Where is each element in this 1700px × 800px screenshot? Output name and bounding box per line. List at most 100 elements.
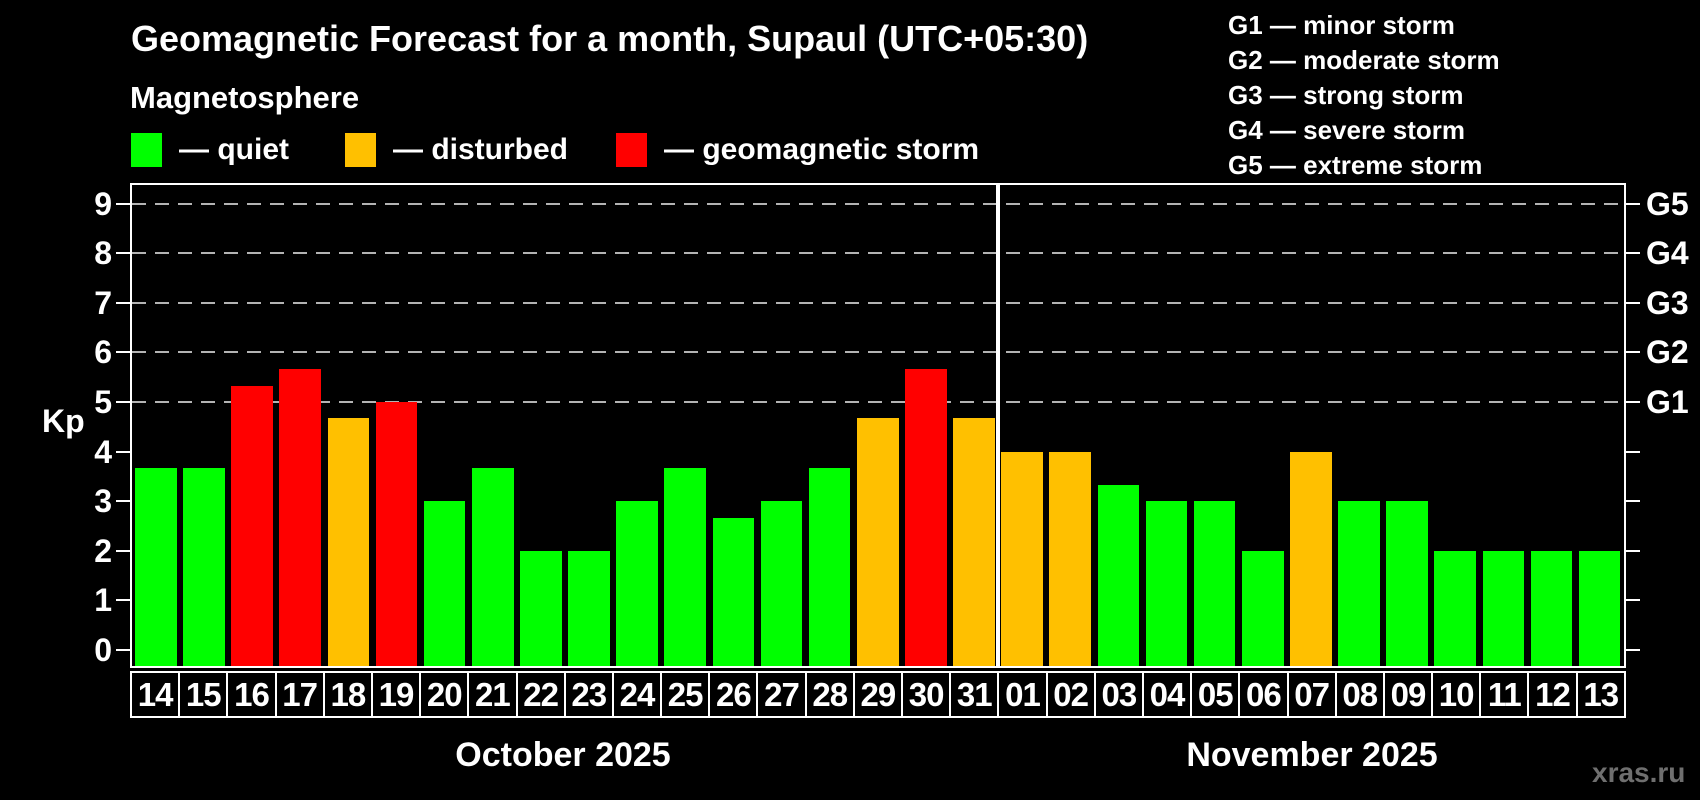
y-tick-9 xyxy=(116,202,130,205)
legend-label-disturbed: — disturbed xyxy=(393,133,569,166)
plot-area xyxy=(130,183,1626,668)
kp-bar-november-04 xyxy=(1145,501,1188,666)
day-label-october-21: 21 xyxy=(467,673,515,716)
gridline-kp5 xyxy=(132,401,1624,403)
kp-bar-november-09 xyxy=(1386,501,1428,666)
right-tick-2 xyxy=(1626,549,1640,552)
day-label-october-17: 17 xyxy=(274,673,323,716)
x-axis-day-labels: 14 15 16 17 18 19 20 21 22 23 24 25 26 27 28 29 30 31 01 02… xyxy=(130,671,1626,718)
right-tick-3 xyxy=(1626,500,1640,503)
y-tick-label-0: 0 xyxy=(94,632,112,668)
y-tick-2 xyxy=(116,549,130,552)
chart-subtitle: Magnetosphere xyxy=(130,80,360,115)
day-label-october-15: 15 xyxy=(178,673,226,716)
legend-item-quiet: — quiet xyxy=(131,130,289,170)
y-tick-label-1: 1 xyxy=(94,582,112,619)
kp-bar-october-30 xyxy=(905,368,947,666)
day-label-october-28: 28 xyxy=(804,673,853,716)
day-label-november-10: 10 xyxy=(1431,673,1479,716)
day-label-october-16: 16 xyxy=(226,673,274,716)
kp-bar-november-06 xyxy=(1241,550,1284,666)
day-label-october-22: 22 xyxy=(515,673,564,716)
right-tick-9 xyxy=(1626,202,1640,205)
kp-bar-november-08 xyxy=(1338,501,1380,666)
kp-bar-november-07 xyxy=(1290,451,1332,666)
disturbed-color-swatch xyxy=(345,133,376,167)
gridline-kp8 xyxy=(132,252,1624,255)
kp-bar-november-05 xyxy=(1193,501,1236,666)
kp-bar-november-12 xyxy=(1530,550,1573,666)
y-tick-5 xyxy=(116,401,130,403)
chart-title: Geomagnetic Forecast for a month, Supaul… xyxy=(131,18,1089,59)
day-label-november-13: 13 xyxy=(1575,673,1624,716)
kp-bar-october-25 xyxy=(664,467,707,666)
kp-bar-october-21 xyxy=(471,467,514,666)
right-axis-label-g2: G2 xyxy=(1646,334,1689,371)
kp-bar-october-29 xyxy=(856,418,899,666)
kp-bar-november-02 xyxy=(1049,451,1092,666)
y-tick-7 xyxy=(116,301,130,304)
kp-bar-october-16 xyxy=(231,385,273,666)
kp-bar-october-17 xyxy=(279,368,321,666)
storm-color-swatch xyxy=(616,133,647,167)
y-tick-label-4: 4 xyxy=(94,433,112,470)
day-label-november-08: 08 xyxy=(1334,673,1383,716)
day-label-november-02: 02 xyxy=(1045,673,1094,716)
kp-bar-october-19 xyxy=(375,402,418,666)
day-label-october-24: 24 xyxy=(611,673,660,716)
right-tick-0 xyxy=(1626,649,1640,651)
right-tick-6 xyxy=(1626,351,1640,354)
g2-legend-line: G2 — moderate storm xyxy=(1228,45,1500,75)
day-label-november-01: 01 xyxy=(997,673,1045,716)
kp-bar-october-15 xyxy=(183,467,225,666)
kp-bar-november-01 xyxy=(1001,451,1043,666)
watermark: xras.ru xyxy=(1592,757,1686,788)
legend-label-storm: — geomagnetic storm xyxy=(664,133,980,166)
month-separator-line xyxy=(996,185,1001,666)
g1-legend-line: G1 — minor storm xyxy=(1228,10,1455,40)
y-tick-label-7: 7 xyxy=(94,284,112,321)
right-axis-label-g3: G3 xyxy=(1646,284,1689,321)
kp-bar-november-11 xyxy=(1482,550,1525,666)
y-tick-8 xyxy=(116,252,130,255)
month-label-october: October 2025 xyxy=(455,736,671,774)
day-label-october-19: 19 xyxy=(370,673,419,716)
kp-bar-november-03 xyxy=(1097,484,1140,666)
legend-label-quiet: — quiet xyxy=(179,133,289,166)
legend-item-storm: — geomagnetic storm xyxy=(616,130,979,170)
day-label-october-23: 23 xyxy=(563,673,612,716)
y-tick-4 xyxy=(116,450,130,453)
plot-inner xyxy=(132,185,1624,666)
y-axis-label: Kp xyxy=(42,403,85,439)
day-label-october-14: 14 xyxy=(137,675,174,713)
kp-bar-november-10 xyxy=(1434,550,1477,666)
kp-bar-october-26 xyxy=(712,517,755,666)
y-tick-3 xyxy=(116,500,130,503)
day-label-october-29: 29 xyxy=(852,673,901,716)
g4-legend-line: G4 — severe storm xyxy=(1228,115,1466,145)
gridline-kp7 xyxy=(132,301,1624,304)
day-label-october-26: 26 xyxy=(708,673,756,716)
day-label-november-06: 06 xyxy=(1238,673,1286,716)
y-tick-1 xyxy=(116,599,130,602)
y-tick-label-5: 5 xyxy=(94,384,112,420)
kp-bar-october-20 xyxy=(423,501,466,666)
legend-item-disturbed: — disturbed xyxy=(345,130,568,170)
right-tick-8 xyxy=(1626,252,1640,255)
kp-bar-november-13 xyxy=(1578,550,1621,666)
day-label-october-31: 31 xyxy=(949,673,997,716)
kp-bar-october-14 xyxy=(135,467,177,666)
y-tick-label-9: 9 xyxy=(94,185,112,222)
day-label-october-18: 18 xyxy=(322,673,371,716)
y-tick-label-2: 2 xyxy=(94,532,112,569)
g3-legend-line: G3 — strong storm xyxy=(1228,80,1464,110)
y-tick-0 xyxy=(116,649,130,651)
day-label-november-12: 12 xyxy=(1527,673,1575,716)
kp-bar-october-28 xyxy=(808,467,851,666)
right-tick-5 xyxy=(1626,401,1640,403)
month-label-november: November 2025 xyxy=(1186,736,1438,774)
right-tick-4 xyxy=(1626,450,1640,453)
day-label-november-09: 09 xyxy=(1382,673,1431,716)
kp-bar-october-23 xyxy=(568,550,610,666)
day-label-november-07: 07 xyxy=(1286,673,1335,716)
